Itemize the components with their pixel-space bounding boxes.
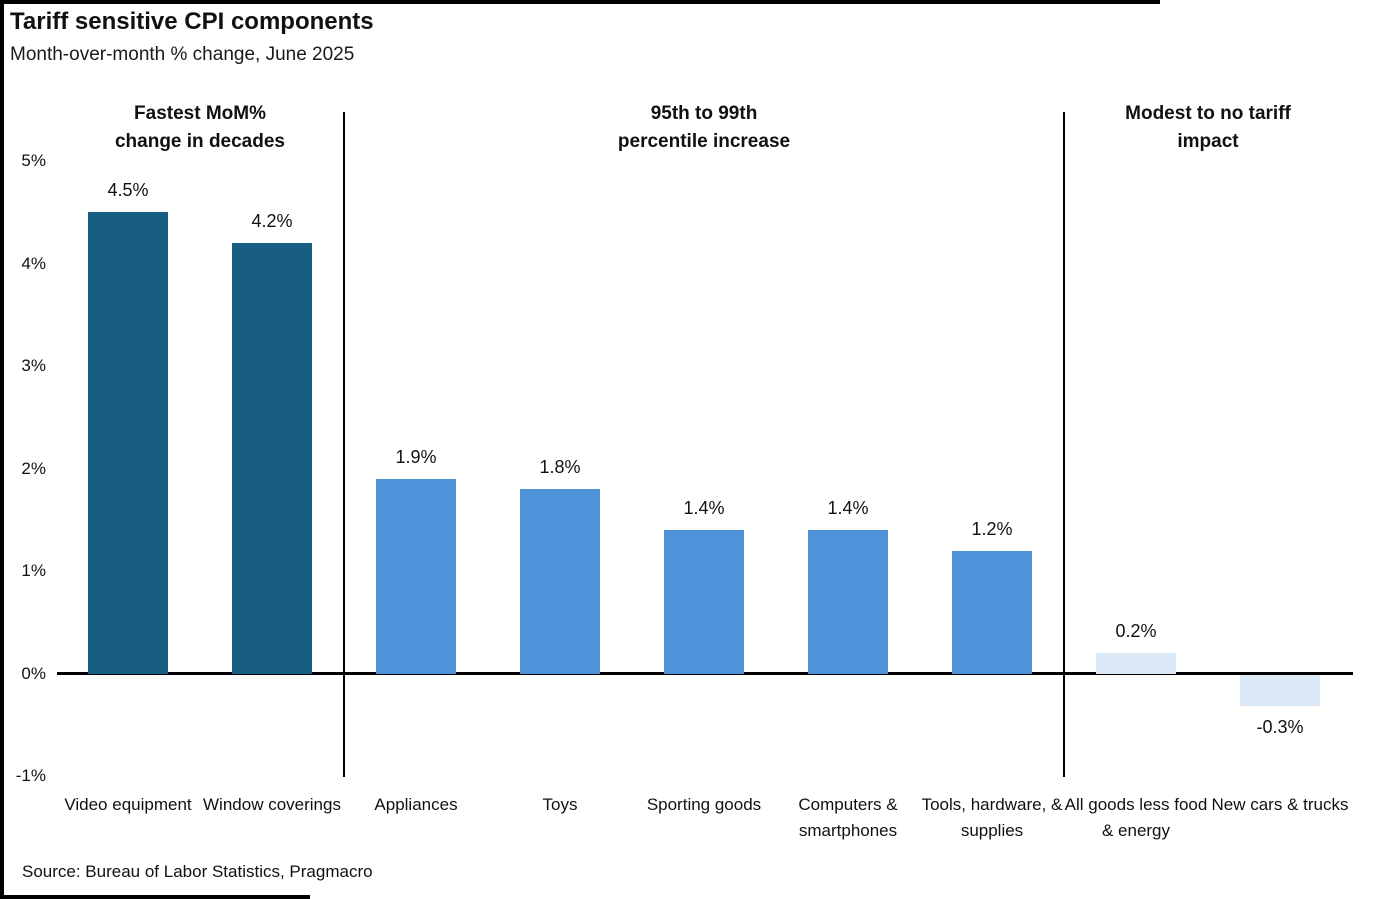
group-heading: Modest to no tariff (1125, 103, 1291, 124)
group-divider-line (343, 112, 345, 777)
group-heading: change in decades (114, 131, 285, 152)
bar-category-label: Appliances (374, 795, 458, 814)
bar-value-label: 4.2% (251, 211, 293, 231)
bar-category-label: Window coverings (203, 795, 341, 814)
bar-value-label: 0.2% (1115, 621, 1157, 641)
bar-value-label: 1.4% (683, 498, 725, 518)
bar-category-label: Computers & smartphones (798, 795, 898, 840)
bar-category-label: Video equipment (64, 795, 192, 814)
bar-sporting-goods (664, 530, 744, 674)
bar-value-label: 1.9% (395, 446, 437, 467)
group-heading: Fastest MoM% (134, 103, 266, 124)
bar-toys (520, 489, 600, 674)
y-axis-tick-label: 5% (21, 151, 46, 170)
group-heading: impact (1177, 131, 1239, 152)
group-divider-line (1063, 112, 1065, 777)
bar-tools-hardware-supplies (952, 550, 1032, 674)
source-attribution: Source: Bureau of Labor Statistics, Prag… (22, 862, 373, 881)
group-heading: 95th to 99th (650, 103, 758, 124)
bottom-border (0, 895, 310, 899)
bar-category-label: Sporting goods (646, 795, 762, 814)
y-axis-tick-label: 2% (21, 458, 46, 478)
bar-value-label: -0.3% (1256, 717, 1304, 738)
bar-category-label: Tools, hardware, & supplies (921, 795, 1063, 840)
bar-value-label: 1.8% (539, 457, 581, 477)
bar-category-label: All goods less food & energy (1064, 795, 1208, 840)
zero-axis-line (57, 672, 1353, 675)
bar-category-label: Toys (542, 795, 578, 814)
bar-value-label: 1.2% (971, 518, 1013, 539)
bar-new-cars-trucks (1240, 675, 1320, 706)
top-border (0, 0, 1160, 4)
y-axis-tick-label: -1% (15, 766, 46, 785)
bar-window-coverings (232, 243, 312, 674)
bar-video-equipment (88, 212, 168, 674)
chart-title: Tariff sensitive CPI components (10, 8, 374, 35)
group-heading: percentile increase (617, 131, 791, 152)
bar-value-label: 4.5% (107, 180, 149, 201)
bar-computers-smartphones (808, 530, 888, 674)
bar-all-goods-less-food-energy (1096, 653, 1176, 674)
y-axis-tick-label: 0% (21, 663, 46, 683)
bar-category-label: New cars & trucks (1211, 795, 1349, 814)
y-axis-tick-label: 1% (21, 561, 46, 580)
bar-appliances (376, 478, 456, 674)
y-axis-tick-label: 3% (21, 356, 46, 375)
bar-value-label: 1.4% (827, 498, 869, 518)
left-border (0, 0, 4, 899)
chart-subtitle: Month-over-month % change, June 2025 (10, 44, 355, 65)
y-axis-tick-label: 4% (21, 253, 46, 273)
